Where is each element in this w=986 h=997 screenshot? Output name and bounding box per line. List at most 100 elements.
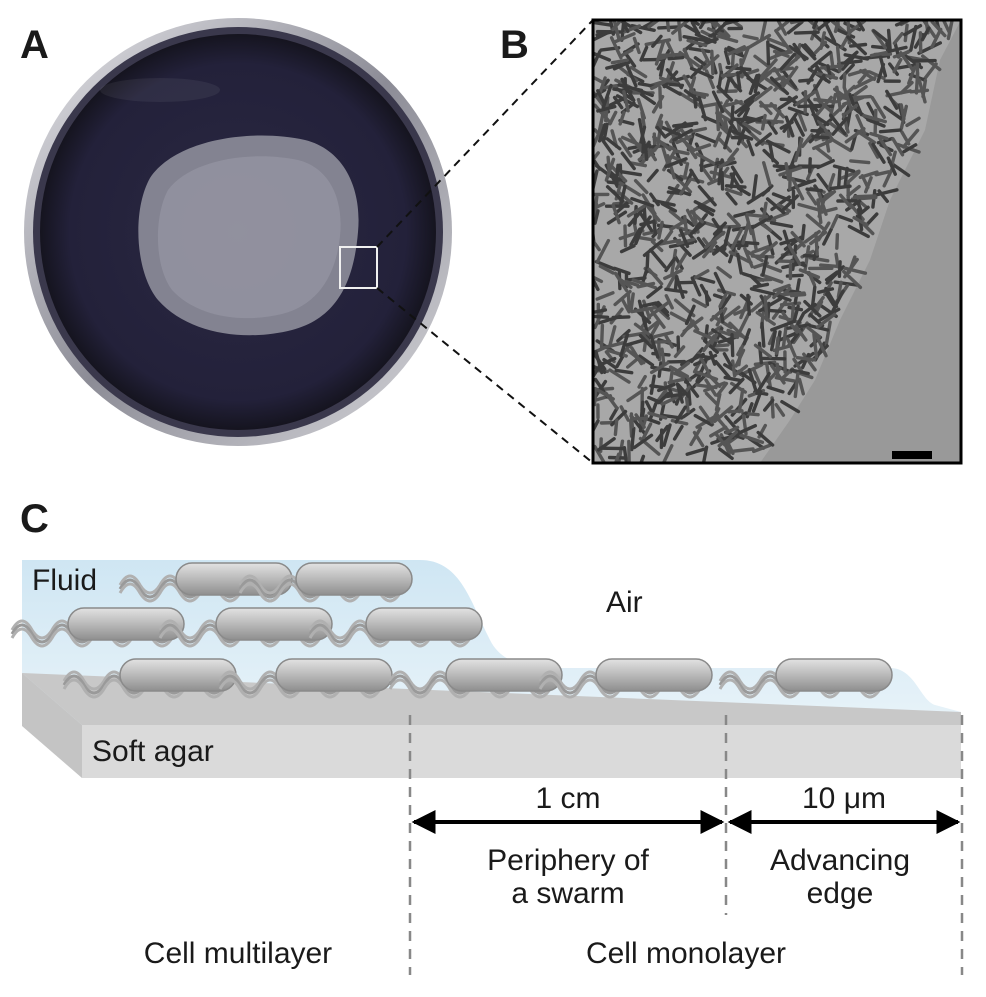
bacterium-rod [714,432,727,447]
swarm-diagram: Fluid Air Soft agar 1 cm 10 μm Periphery… [10,560,964,975]
bacterium-rod [711,217,725,236]
bacterium-rod [842,72,847,90]
bacterium-rod [832,164,856,173]
bacterium-rod [709,308,724,322]
bacterium-rod [623,224,628,248]
bacterium-rod [822,227,833,246]
bacterium-rod [677,20,682,42]
scale-edge: 10 μm [802,782,886,815]
bacterium-rod [789,292,807,298]
bacterium-rod [647,300,670,318]
bacterium-rod [713,131,722,148]
bacterium-rod [781,65,799,88]
bacterium-rod [899,104,908,131]
bacterial-cell [10,607,185,648]
bacterium-rod [901,128,920,149]
bacterium-rod [639,45,649,62]
bacterium-rod [633,178,649,195]
bacterium-rod [755,371,771,395]
bacterium-rod [660,202,678,213]
dish-glare [100,78,220,102]
bacterium-rod [814,146,832,161]
bacterium-rod [922,62,938,82]
bacterium-rod [681,407,696,419]
bacterium-rod [843,266,868,275]
bacterium-rod [619,48,634,58]
bacterium-rod [679,228,690,249]
bacterium-rod [874,170,891,177]
bacterium-rod [613,418,619,437]
bacterium-rod [779,52,797,71]
bacterium-rod [625,276,647,282]
bacterium-rod [637,117,645,141]
bacterium-rod [624,279,640,287]
bacterium-rod [618,110,626,126]
bacterium-rod [717,288,736,297]
bacterium-rod [774,29,792,52]
bacterium-rod [757,341,763,365]
bacterium-rod [712,242,728,256]
bacterium-rod [869,50,889,58]
bacterial-cell [538,658,713,699]
bacterium-rod [742,121,762,136]
bacterium-rod [785,337,797,358]
bacterium-rod [841,112,850,134]
bacterium-rod [607,325,617,349]
bacterium-rod [740,363,764,376]
bacterium-rod [862,113,887,124]
bacterium-rod [846,184,861,198]
bacterium-rod [658,85,663,109]
bacterium-rod [608,368,631,384]
bacterium-rod [669,220,686,232]
bacterium-rod [720,305,741,322]
bacterium-rod [727,45,746,56]
bacterium-rod [667,377,686,385]
bacterium-rod [702,240,718,259]
bacterium-rod [672,424,684,441]
bacterium-rod [674,149,690,156]
bacterium-rod [735,45,752,55]
bacterium-rod [726,212,741,228]
bacterium-rod [662,70,679,89]
bacterium-rod [602,341,625,350]
bacterium-rod [742,328,751,346]
bacterium-rod [899,80,914,95]
bacterium-rod [819,263,839,268]
bacterium-rod [612,266,631,276]
bacterium-rod [776,331,798,343]
bacterium-rod [634,413,646,429]
bacterium-rod [732,424,757,437]
bacterium-rod [871,142,886,164]
bacterium-rod [663,269,683,280]
bacterium-rod [617,83,644,93]
bacterium-rod [660,395,679,406]
bacterium-rod [614,368,634,375]
swarm-center [157,156,341,319]
bacterium-rod [809,230,828,246]
bacterium-rod [790,230,806,248]
bacterium-rod [755,277,773,282]
bacterium-rod [787,305,804,312]
bacterium-rod [768,140,775,163]
bacterium-rod [805,213,826,231]
bacterium-rod [836,280,843,299]
bacterium-rod [730,333,735,358]
bacterium-rod [760,113,767,131]
agar-side-face [22,673,82,778]
bacterium-rod [703,324,709,343]
bacterium-rod [885,89,912,98]
bacterium-rod [593,169,599,194]
agar-front-face [82,725,961,778]
bacterium-rod [675,134,693,145]
bacterium-rod [713,271,727,295]
bacterium-rod [739,293,753,306]
bacterium-rod [682,23,701,35]
bacterium-rod [797,103,823,109]
bacterium-rod [710,407,721,424]
bacterium-rod [855,20,865,32]
bacterium-rod [806,326,822,339]
bacterium-rod [853,194,877,199]
bacterium-rod [903,24,923,37]
bacterium-rod [600,356,617,366]
bacterium-rod [629,412,634,429]
